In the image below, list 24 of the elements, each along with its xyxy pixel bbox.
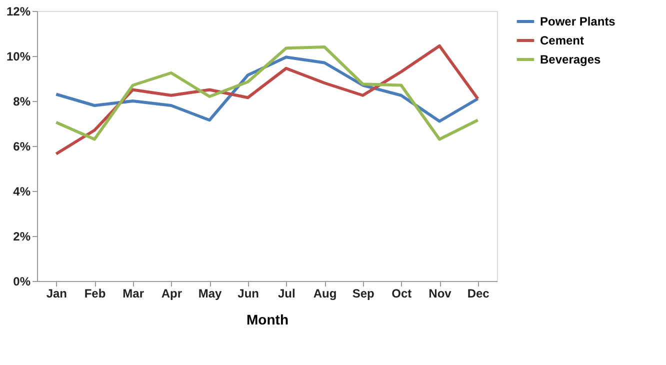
x-tick-label: Aug [313,286,337,300]
x-tick-label: Jul [278,286,296,300]
x-tick-label: Jun [238,286,260,300]
line-series [54,56,480,123]
x-tick-label: Mar [122,286,144,300]
x-tick-label: Jan [46,286,68,300]
y-tick-label: 4% [13,184,31,198]
x-tick-label: Nov [428,286,452,300]
legend-label: Power Plants [540,14,616,28]
y-tick-label: 6% [13,140,31,154]
y-tick-label: 0% [13,274,31,288]
x-tick-label: Apr [161,286,182,300]
legend-label: Cement [540,34,584,48]
x-tick-label: May [198,286,222,300]
x-tick-label: Dec [467,286,490,300]
legend-label: Beverages [540,52,602,66]
x-tick-label: Sep [352,286,374,300]
x-tick-label: Feb [84,286,106,300]
x-axis-title: Month [246,312,288,328]
x-tick-label: Oct [392,286,412,300]
y-tick-label: 2% [13,230,31,244]
y-tick-label: 12% [6,4,31,18]
y-tick-label: 10% [6,50,31,64]
y-tick-label: 8% [13,94,31,108]
